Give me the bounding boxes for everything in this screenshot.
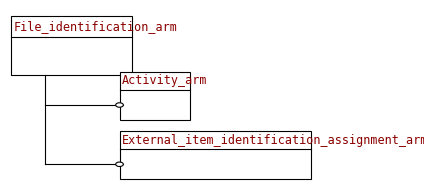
Text: Activity_arm: Activity_arm (122, 74, 208, 87)
Circle shape (116, 162, 123, 167)
FancyBboxPatch shape (120, 72, 190, 120)
FancyBboxPatch shape (120, 131, 311, 179)
FancyBboxPatch shape (11, 16, 132, 75)
Text: External_item_identification_assignment_arm: External_item_identification_assignment_… (122, 134, 424, 147)
Text: File_identification_arm: File_identification_arm (14, 20, 177, 33)
Circle shape (116, 103, 123, 107)
